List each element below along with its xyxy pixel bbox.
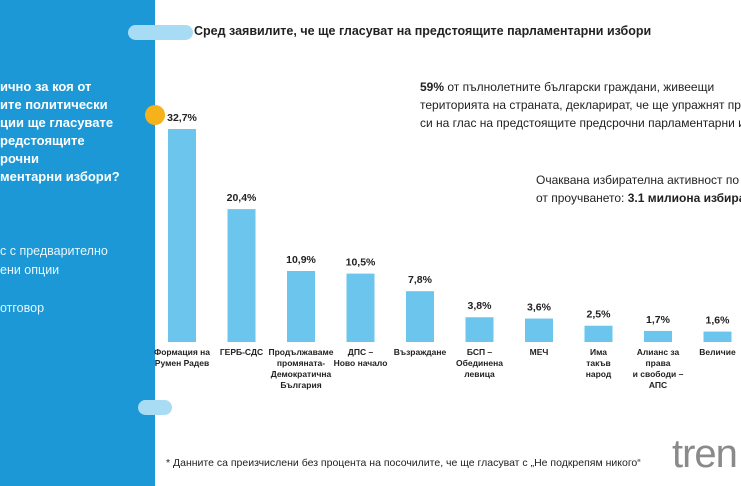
category-label: ДПС – Ново начало [333,347,388,368]
info-line: територията на страната, декларират, че … [420,98,741,112]
decor-dot [145,105,165,125]
question-line: редстоящите [0,133,85,148]
bar [168,129,196,342]
question-line: ции ще гласувате [0,115,114,130]
question-line: рочни [0,151,39,166]
bar [406,291,434,342]
category-label: Величие [699,347,736,357]
turnout-note: Очаквана избирателна активност по да от … [536,171,741,207]
turnout-figure: 3.1 милиона избирател [627,191,741,205]
info-line: от пълнолетните български граждани, живе… [447,80,715,94]
bar [525,318,553,342]
options: с с предварително ени опции отговор [0,242,108,318]
value-label: 20,4% [227,192,257,204]
value-label: 7,8% [408,274,433,286]
category-label: Възраждане [393,347,447,357]
bar [227,209,256,342]
category-label: Формация на Румен Радев [153,347,211,368]
option-line: с с предварително [0,244,108,258]
footnote: * Данните са преизчислени без процента н… [166,457,641,469]
question: ично за коя от ите политически ции ще глас… [0,78,120,186]
info-line: си на глас на предстоящите предсрочни па… [420,116,741,130]
turnout-line: Очаквана избирателна активност по да [536,173,741,187]
side-panel [0,0,155,486]
logo: tren [672,432,738,476]
bar [287,271,315,342]
category-label: Продължаваме промяната- Демократична Бъл… [268,347,334,390]
bar [465,317,494,342]
turnout-line: от проучването: [536,191,625,205]
value-label: 32,7% [167,112,197,124]
chart-title: Сред заявилите, че ще гласуват на предст… [194,24,652,38]
category-label: ГЕРБ-СДС [219,347,264,357]
value-label: 1,6% [706,315,731,327]
question-line: ично за коя от [0,79,92,94]
value-label: 3,8% [468,300,493,312]
value-label: 1,7% [646,314,671,326]
category-label: Алианс за права и свободи – АПС [632,347,684,390]
bar [703,331,732,342]
category-label: Има такъв народ [585,347,612,379]
category-label: МЕЧ [529,347,549,357]
bar [346,273,375,342]
question-line: ментарни избори? [0,169,120,184]
value-label: 10,9% [286,254,316,266]
decor-pill [128,25,193,40]
option-line: отговор [0,301,45,315]
option-line: ени опции [0,263,60,277]
bar [584,325,613,342]
decor-pill [138,400,172,415]
value-label: 10,5% [346,257,376,269]
info-note: 59% от пълнолетните български граждани, … [420,78,741,132]
category-label: БСП – Обединена левица [456,347,503,379]
value-label: 2,5% [587,309,612,321]
question-line: ите политически [0,97,108,112]
bar [644,330,672,342]
info-percent: 59% [420,80,445,94]
value-label: 3,6% [527,302,552,314]
